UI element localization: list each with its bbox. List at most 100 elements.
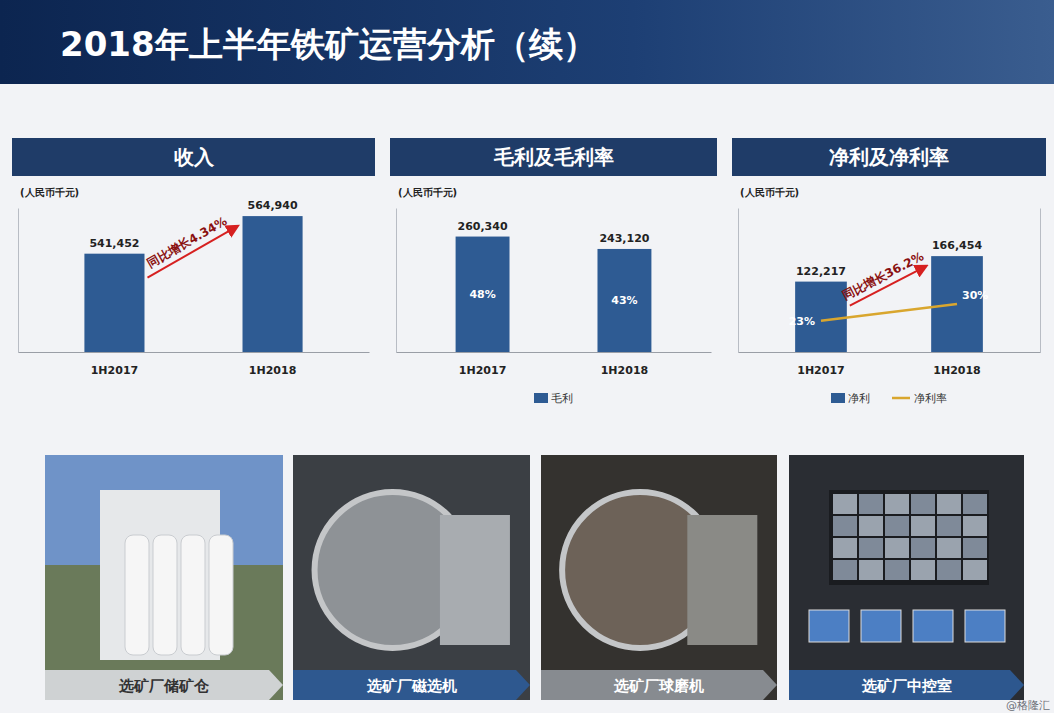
margin-label: 48% xyxy=(469,288,495,301)
photo-screen xyxy=(937,516,961,536)
bar xyxy=(597,249,651,352)
photo-caption: 选矿厂储矿仓 xyxy=(118,677,210,695)
photo-screen xyxy=(963,560,987,580)
value-label: 243,120 xyxy=(599,232,649,245)
background xyxy=(0,0,1054,713)
plot-marks xyxy=(456,237,652,352)
chart-panel: 收入(人民币千元)1H20171H2018541,452564,940同比增长4… xyxy=(12,138,375,377)
x-axis-line xyxy=(19,352,370,353)
value-label: 260,340 xyxy=(457,220,507,233)
photo: 选矿厂储矿仓 xyxy=(45,455,283,700)
x-axis-line xyxy=(739,352,1041,353)
x-tick: 1H2018 xyxy=(249,352,296,377)
x-axis: 1H2017 1H2018 xyxy=(397,352,712,377)
photo-screen xyxy=(937,538,961,558)
page: 2018年上半年铁矿运营分析（续）收入(人民币千元)1H20171H201854… xyxy=(0,0,1054,713)
panel-title: 收入 xyxy=(174,145,215,169)
value-label: 166,454 xyxy=(932,239,982,252)
x-tick: 1H2017 xyxy=(91,352,138,377)
photo-screen xyxy=(885,494,909,514)
legend-label: 净利率 xyxy=(914,392,947,405)
panel-header xyxy=(732,138,1046,176)
panel-title: 毛利及毛利率 xyxy=(493,145,614,169)
photo-caption: 选矿厂球磨机 xyxy=(613,677,704,695)
x-axis: 1H2017 1H2018 xyxy=(19,352,370,377)
x-axis: 1H2017 1H2018 xyxy=(739,352,1041,377)
x-tick: 1H2017 xyxy=(459,352,506,377)
photo-silo xyxy=(209,535,233,655)
legend-item: 净利 xyxy=(831,392,870,405)
margin-label: 43% xyxy=(611,294,637,307)
annotation: 同比增长36.2% xyxy=(840,249,926,303)
photo-screen xyxy=(833,516,857,536)
legend-swatch xyxy=(831,393,845,403)
x-tick: 1H2018 xyxy=(933,352,980,377)
y-axis-line xyxy=(396,209,397,353)
photo-monitor xyxy=(913,610,953,642)
panel-header xyxy=(12,138,375,176)
photo-bg xyxy=(789,455,1024,700)
photo-screen xyxy=(885,560,909,580)
value-label: 122,217 xyxy=(796,265,846,278)
photo-screen xyxy=(833,560,857,580)
photo-screen xyxy=(911,516,935,536)
unit-label: (人民币千元) xyxy=(740,187,799,198)
legend-swatch xyxy=(534,393,548,403)
panel-header xyxy=(390,138,717,176)
value-label: 541,452 xyxy=(89,237,139,250)
legend: 净利 净利率 xyxy=(831,392,947,405)
photo-screen xyxy=(859,494,883,514)
y-axis xyxy=(18,209,19,353)
line xyxy=(821,304,957,321)
photo-machine xyxy=(440,515,510,645)
photo: 选矿厂球磨机 xyxy=(541,455,777,700)
watermark: @格隆汇 xyxy=(1006,699,1050,712)
line-value-label: 30% xyxy=(962,289,988,302)
photo-screen xyxy=(911,494,935,514)
unit-label: (人民币千元) xyxy=(20,187,79,198)
x-tick-label: 1H2018 xyxy=(601,364,648,377)
caption-banner xyxy=(541,670,777,700)
photo-screen xyxy=(911,560,935,580)
legend-label: 净利 xyxy=(848,392,870,405)
bar xyxy=(84,254,144,352)
chart-panel: 毛利及毛利率 (人民币千元) 1H2017 1H2018 260,340 243,120 4… xyxy=(390,138,717,405)
y2-axis xyxy=(1040,209,1041,353)
caption-banner xyxy=(293,670,530,700)
photo-screen xyxy=(885,538,909,558)
photo-bg xyxy=(293,455,530,700)
photo-caption: 选矿厂中控室 xyxy=(861,677,952,695)
value-label: 564,940 xyxy=(247,199,297,212)
y-axis-line xyxy=(18,209,19,353)
photo-screen xyxy=(859,560,883,580)
x-tick-label: 1H2017 xyxy=(459,364,506,377)
photo-screen xyxy=(885,516,909,536)
photo-caption: 选矿厂磁选机 xyxy=(366,677,457,695)
line-value-label: 23% xyxy=(789,315,815,328)
y2-axis-line xyxy=(1040,209,1041,353)
legend-label: 毛利 xyxy=(551,392,573,405)
photo-silo xyxy=(181,535,205,655)
slide: 2018年上半年铁矿运营分析（续）收入(人民币千元)1H20171H201854… xyxy=(0,0,1054,713)
photo-bg xyxy=(541,455,777,700)
x-tick-label: 1H2018 xyxy=(249,364,296,377)
x-tick-label: 1H2018 xyxy=(933,364,980,377)
title-band xyxy=(0,0,1054,84)
photo-monitor xyxy=(861,610,901,642)
bar xyxy=(243,216,303,352)
unit-label: (人民币千元) xyxy=(398,187,457,198)
photo-silo xyxy=(125,535,149,655)
x-tick-label: 1H2017 xyxy=(91,364,138,377)
y-axis-line xyxy=(738,209,739,353)
y-axis xyxy=(396,209,397,353)
photo-monitor xyxy=(965,610,1005,642)
photo-screen xyxy=(833,494,857,514)
photo-screen xyxy=(963,516,987,536)
photo-screen xyxy=(937,560,961,580)
photo: 选矿厂磁选机 xyxy=(293,455,530,700)
photo-wall xyxy=(829,490,989,585)
photo-screen xyxy=(859,538,883,558)
legend-item: 毛利 xyxy=(534,392,573,405)
x-tick-label: 1H2017 xyxy=(797,364,844,377)
legend: 毛利 xyxy=(534,392,573,405)
